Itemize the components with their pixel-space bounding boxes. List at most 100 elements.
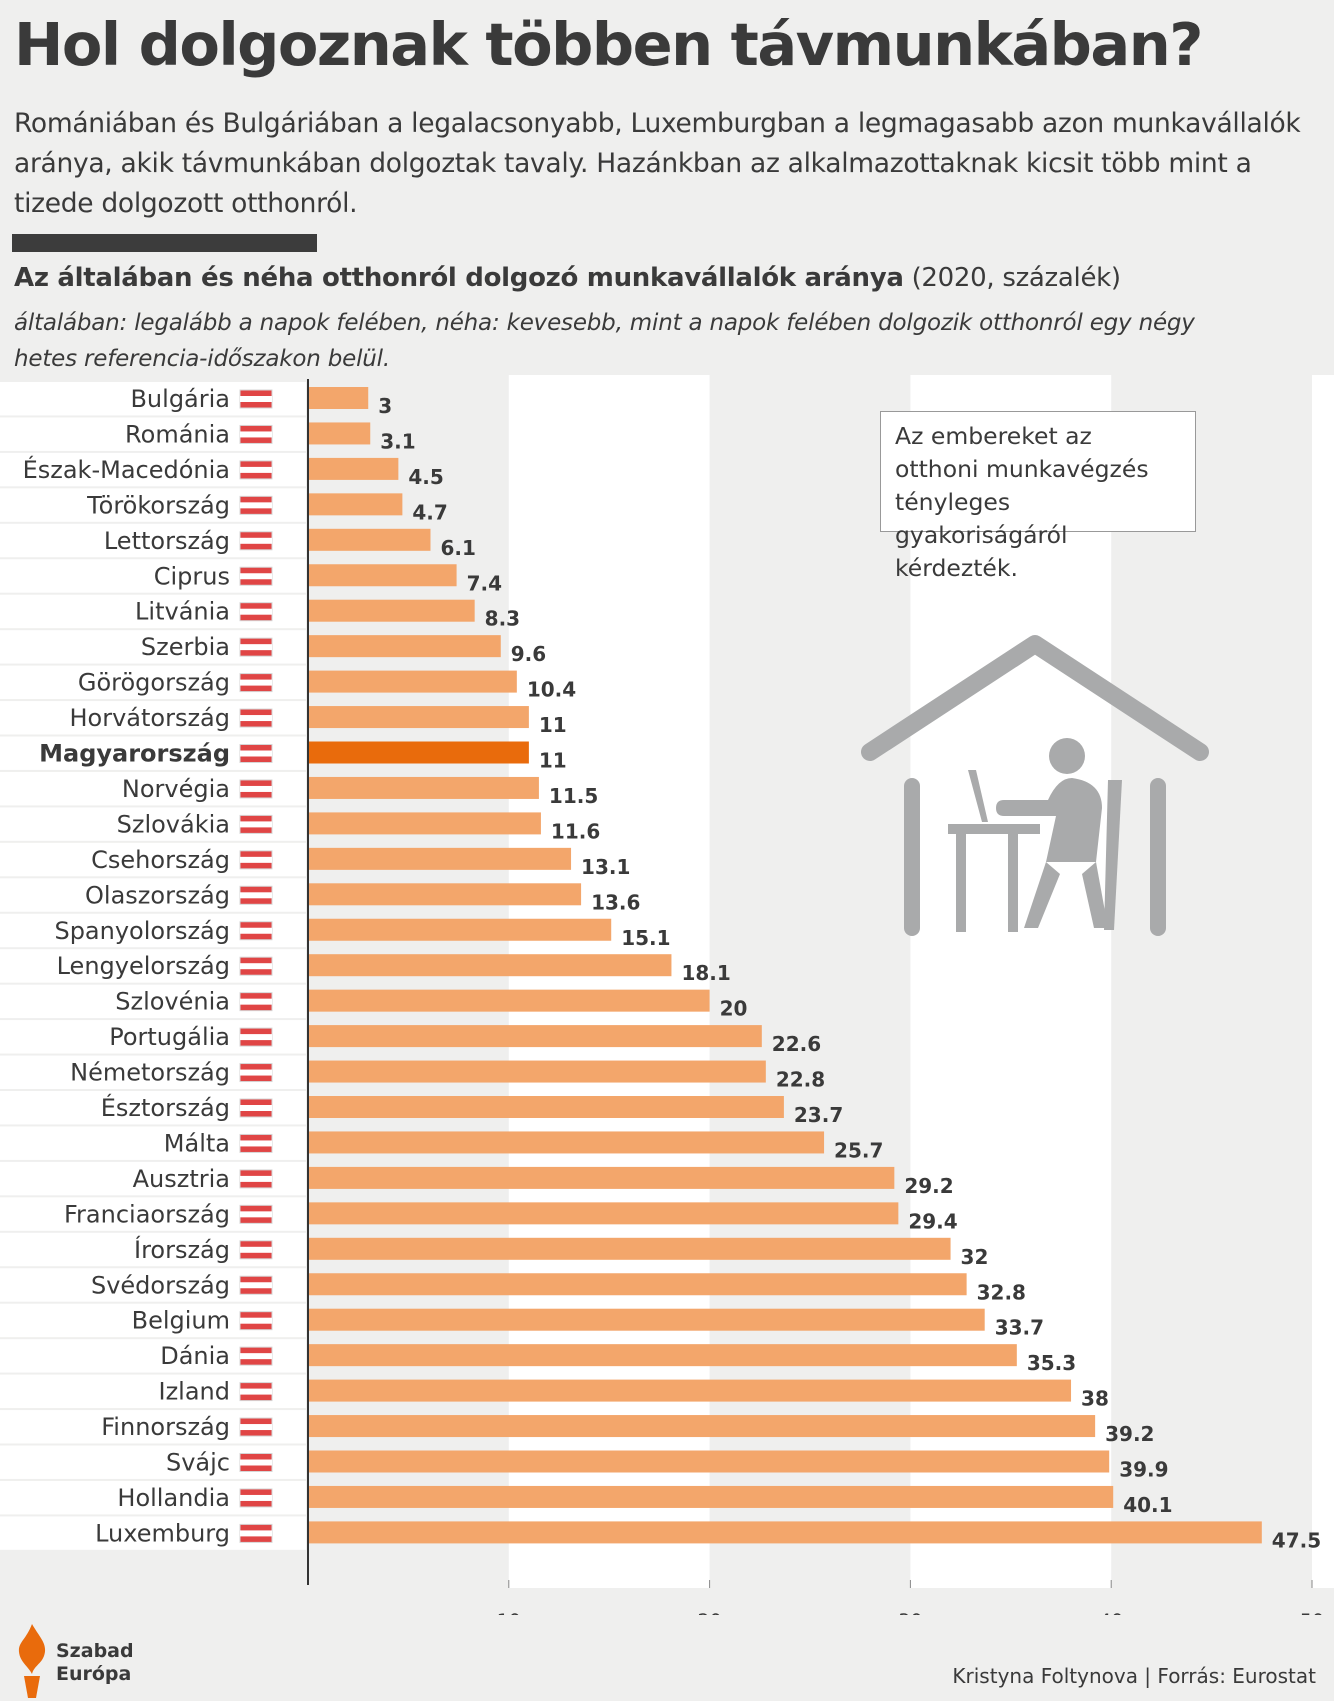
country-label: Málta bbox=[164, 1129, 230, 1157]
bar bbox=[308, 812, 541, 834]
country-label: Németország bbox=[70, 1059, 230, 1087]
bar bbox=[308, 1061, 766, 1083]
bar bbox=[308, 1167, 894, 1189]
flag-stripe bbox=[240, 1282, 272, 1288]
flag-stripe bbox=[240, 467, 272, 473]
page-title: Hol dolgoznak többen távmunkában? bbox=[14, 10, 1202, 79]
grid-band bbox=[1312, 375, 1334, 1588]
flag-stripe bbox=[240, 1318, 272, 1324]
bar bbox=[308, 742, 529, 764]
value-label: 39.9 bbox=[1119, 1458, 1168, 1482]
country-label: Hollandia bbox=[117, 1484, 230, 1512]
bar bbox=[308, 777, 539, 799]
bar bbox=[308, 1131, 824, 1153]
x-tick-label: 40 bbox=[1099, 1610, 1123, 1615]
bar bbox=[308, 848, 571, 870]
flag-stripe bbox=[240, 573, 272, 579]
flag-stripe bbox=[240, 857, 272, 863]
bar bbox=[308, 1415, 1095, 1437]
country-label: Szerbia bbox=[141, 633, 230, 661]
value-label: 32 bbox=[961, 1245, 989, 1269]
grid-band bbox=[509, 375, 710, 1588]
value-label: 23.7 bbox=[794, 1103, 843, 1127]
country-label: Luxemburg bbox=[95, 1519, 230, 1547]
country-label: Észtország bbox=[101, 1093, 230, 1122]
x-tick-label: 50 bbox=[1300, 1610, 1324, 1615]
bar bbox=[308, 1238, 951, 1260]
value-label: 32.8 bbox=[977, 1280, 1026, 1304]
value-label: 35.3 bbox=[1027, 1351, 1076, 1375]
country-label: Svédország bbox=[91, 1271, 230, 1299]
bar bbox=[308, 529, 430, 551]
country-label: Ausztria bbox=[133, 1165, 230, 1193]
value-label: 11 bbox=[539, 749, 567, 773]
flag-stripe bbox=[240, 999, 272, 1005]
value-label: 11.6 bbox=[551, 819, 600, 843]
country-label: Románia bbox=[125, 420, 230, 448]
flag-stripe bbox=[240, 1495, 272, 1501]
country-label: Szlovénia bbox=[115, 988, 230, 1016]
country-label: Izland bbox=[159, 1378, 231, 1406]
bar bbox=[308, 635, 501, 657]
value-label: 38 bbox=[1081, 1387, 1109, 1411]
value-label: 22.6 bbox=[772, 1032, 821, 1056]
value-label: 9.6 bbox=[511, 642, 546, 666]
bar bbox=[308, 1273, 967, 1295]
x-tick-label: 30 bbox=[898, 1610, 922, 1615]
country-label: Spanyolország bbox=[54, 917, 230, 945]
flag-stripe bbox=[240, 1353, 272, 1359]
logo-line-1: Szabad bbox=[56, 1640, 134, 1663]
country-label: Észak-Macedónia bbox=[23, 455, 230, 484]
value-label: 47.5 bbox=[1272, 1528, 1321, 1552]
bar bbox=[308, 706, 529, 728]
bar bbox=[308, 1521, 1262, 1543]
country-label: Olaszország bbox=[85, 881, 230, 909]
flag-stripe bbox=[240, 1034, 272, 1040]
bar bbox=[308, 1486, 1113, 1508]
value-label: 25.7 bbox=[834, 1138, 883, 1162]
chart-title-bold: Az általában és néha otthonról dolgozó m… bbox=[14, 263, 904, 293]
bar bbox=[308, 919, 611, 941]
value-label: 7.4 bbox=[467, 571, 502, 595]
country-label: Szlovákia bbox=[117, 810, 230, 838]
flag-stripe bbox=[240, 892, 272, 898]
x-tick-label: 10 bbox=[497, 1610, 521, 1615]
chart-note: általában: legalább a napok felében, néh… bbox=[14, 305, 1214, 377]
flag-stripe bbox=[240, 1460, 272, 1466]
flag-stripe bbox=[240, 751, 272, 757]
bar bbox=[308, 1309, 985, 1331]
divider-bar bbox=[12, 234, 317, 252]
bar bbox=[308, 1025, 762, 1047]
value-label: 40.1 bbox=[1123, 1493, 1172, 1517]
flag-stripe bbox=[240, 1424, 272, 1430]
chart-title: Az általában és néha otthonról dolgozó m… bbox=[14, 263, 1121, 293]
value-label: 13.6 bbox=[591, 890, 640, 914]
country-label: Ciprus bbox=[154, 562, 230, 590]
bar bbox=[308, 564, 457, 586]
value-label: 11 bbox=[539, 713, 567, 737]
country-label: Finnország bbox=[101, 1413, 230, 1441]
flag-stripe bbox=[240, 502, 272, 508]
bar bbox=[308, 387, 368, 409]
country-label: Norvégia bbox=[122, 775, 230, 803]
flag-stripe bbox=[240, 786, 272, 792]
value-label: 20 bbox=[720, 997, 748, 1021]
value-label: 29.2 bbox=[904, 1174, 953, 1198]
value-label: 10.4 bbox=[527, 678, 576, 702]
value-label: 8.3 bbox=[485, 607, 520, 631]
flag-stripe bbox=[240, 928, 272, 934]
country-label: Lettország bbox=[104, 527, 230, 555]
bar bbox=[308, 1344, 1017, 1366]
value-label: 4.5 bbox=[408, 465, 443, 489]
flag-stripe bbox=[240, 431, 272, 437]
chart-title-rest: (2020, százalék) bbox=[904, 263, 1121, 293]
flag-stripe bbox=[240, 538, 272, 544]
value-label: 3.1 bbox=[380, 429, 415, 453]
logo-text: Szabad Európa bbox=[56, 1640, 134, 1686]
flag-stripe bbox=[240, 1530, 272, 1536]
country-label: Portugália bbox=[109, 1023, 230, 1051]
flag-stripe bbox=[240, 821, 272, 827]
bar bbox=[308, 1380, 1071, 1402]
value-label: 22.8 bbox=[776, 1068, 825, 1092]
annotation-box: Az embereket az otthoni munkavégzés tény… bbox=[880, 411, 1196, 532]
